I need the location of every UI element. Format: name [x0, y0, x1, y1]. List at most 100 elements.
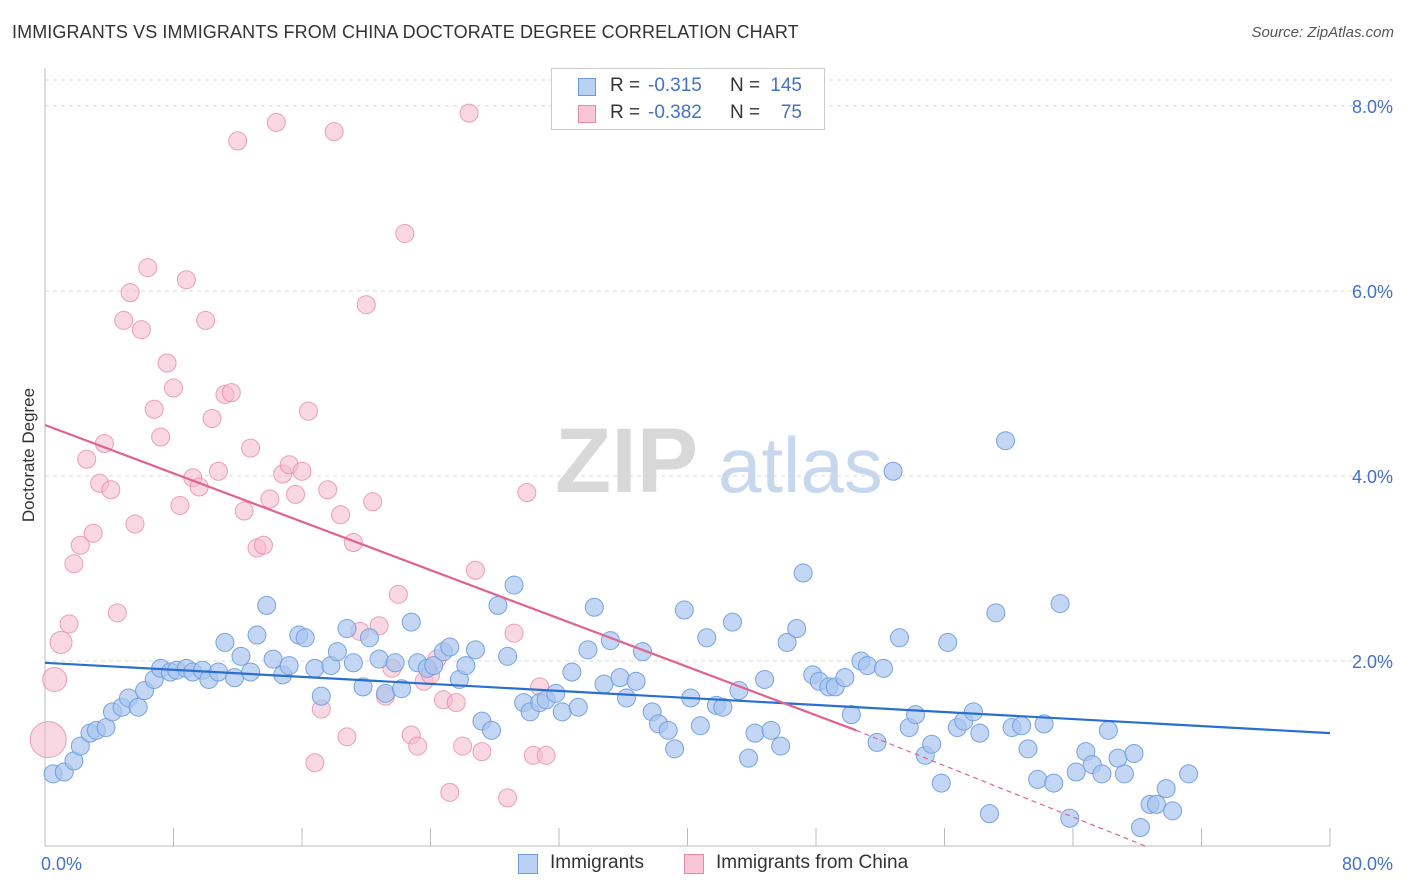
immigrants-point: [337, 619, 357, 639]
immigrants-point: [610, 668, 630, 688]
immigrants-point: [279, 656, 299, 676]
immigrants-point: [1044, 773, 1064, 793]
china-point: [101, 480, 121, 500]
chart-title: IMMIGRANTS VS IMMIGRANTS FROM CHINA DOCT…: [12, 22, 799, 42]
legend-swatch-pink: [684, 854, 704, 874]
china-point: [49, 630, 73, 654]
immigrants-point: [343, 653, 363, 673]
china-point: [517, 483, 537, 503]
china-trend-line: [44, 423, 857, 732]
immigrants-point: [482, 720, 502, 740]
immigrants-point: [247, 625, 267, 645]
immigrants-point: [1156, 779, 1176, 799]
immigrants-point: [562, 662, 582, 682]
immigrants-point: [392, 679, 412, 699]
china-point: [363, 492, 383, 512]
china-point: [77, 449, 97, 469]
china-trend-extension: [855, 729, 1146, 847]
china-point: [42, 666, 68, 692]
china-point: [164, 378, 183, 398]
immigrants-point: [295, 628, 315, 648]
y-tick-labels: 2.0% 4.0% 6.0% 8.0%: [1352, 97, 1393, 672]
immigrants-point: [568, 697, 588, 717]
china-point: [286, 484, 306, 504]
axes: [44, 68, 1331, 847]
china-point: [446, 693, 466, 713]
immigrants-point: [1098, 720, 1118, 740]
china-point: [318, 480, 338, 500]
china-point: [208, 461, 228, 481]
china-point: [331, 505, 351, 525]
immigrants-point: [857, 656, 877, 676]
china-point: [157, 353, 177, 373]
immigrants-point: [70, 736, 90, 756]
immigrants-point: [311, 686, 331, 706]
immigrants-point: [488, 595, 508, 615]
china-point: [324, 122, 344, 142]
immigrants-point: [761, 720, 781, 740]
china-point: [107, 603, 127, 623]
legend-r-label: R =: [610, 102, 641, 123]
immigrants-point: [771, 736, 791, 756]
legend-n-label: N =: [730, 102, 761, 123]
source-label: Source: ZipAtlas.com: [1251, 24, 1394, 41]
immigrants-point: [231, 646, 251, 666]
immigrants-point: [841, 705, 861, 725]
china-point: [29, 721, 67, 759]
immigrants-point: [546, 683, 566, 703]
immigrants-point: [697, 628, 717, 648]
china-point: [138, 258, 158, 278]
trend-lines: [44, 423, 1331, 847]
immigrants-point: [626, 671, 646, 691]
x-tick-label: 80.0%: [1342, 854, 1393, 874]
immigrants-point: [867, 732, 887, 752]
china-point: [260, 489, 280, 509]
china-point: [472, 742, 492, 762]
y-axis-label: Doctorate Degree: [19, 388, 38, 522]
immigrants-point: [440, 637, 460, 657]
y-tick-label: 4.0%: [1352, 467, 1393, 487]
china-point: [241, 438, 261, 458]
immigrants-point: [1050, 594, 1070, 614]
immigrants-point: [739, 748, 759, 768]
immigrants-point: [353, 677, 373, 697]
immigrants-point: [376, 683, 396, 703]
series-legend: Immigrants Immigrants from China: [0, 852, 1406, 878]
immigrants-point: [401, 612, 421, 632]
immigrants-point: [594, 674, 614, 694]
immigrants-point: [931, 773, 951, 793]
x-tick-labels: 0.0% 80.0%: [41, 854, 1393, 874]
immigrants-point: [883, 461, 903, 481]
china-point: [120, 283, 140, 303]
immigrants-point: [665, 739, 685, 759]
immigrants-point: [305, 658, 325, 678]
immigrants-point: [970, 723, 990, 743]
immigrants-point: [263, 649, 283, 669]
immigrants-point: [1130, 817, 1150, 837]
china-point: [234, 501, 254, 521]
immigrants-point: [1012, 716, 1032, 736]
immigrants-point: [658, 720, 678, 740]
legend-swatch-pink: [578, 105, 596, 123]
china-point: [465, 560, 485, 580]
immigrants-point: [552, 702, 572, 722]
immigrants-point: [755, 669, 775, 689]
china-point: [170, 495, 190, 515]
legend-r-value: -0.382: [648, 102, 702, 123]
watermark-atlas: atlas: [718, 421, 883, 509]
immigrants-point: [835, 668, 855, 688]
legend-n-value: 145: [770, 75, 802, 96]
china-point: [408, 736, 428, 756]
immigrants-point: [456, 656, 476, 676]
china-point: [536, 745, 556, 765]
immigrants-point: [890, 628, 910, 648]
legend-n-label: N =: [730, 75, 761, 96]
immigrants-point: [938, 632, 958, 652]
china-point: [337, 727, 357, 747]
immigrants-point: [1114, 764, 1134, 784]
china-point: [305, 753, 325, 773]
china-point: [125, 514, 145, 534]
china-point: [292, 461, 312, 481]
immigrants-point: [787, 619, 807, 639]
